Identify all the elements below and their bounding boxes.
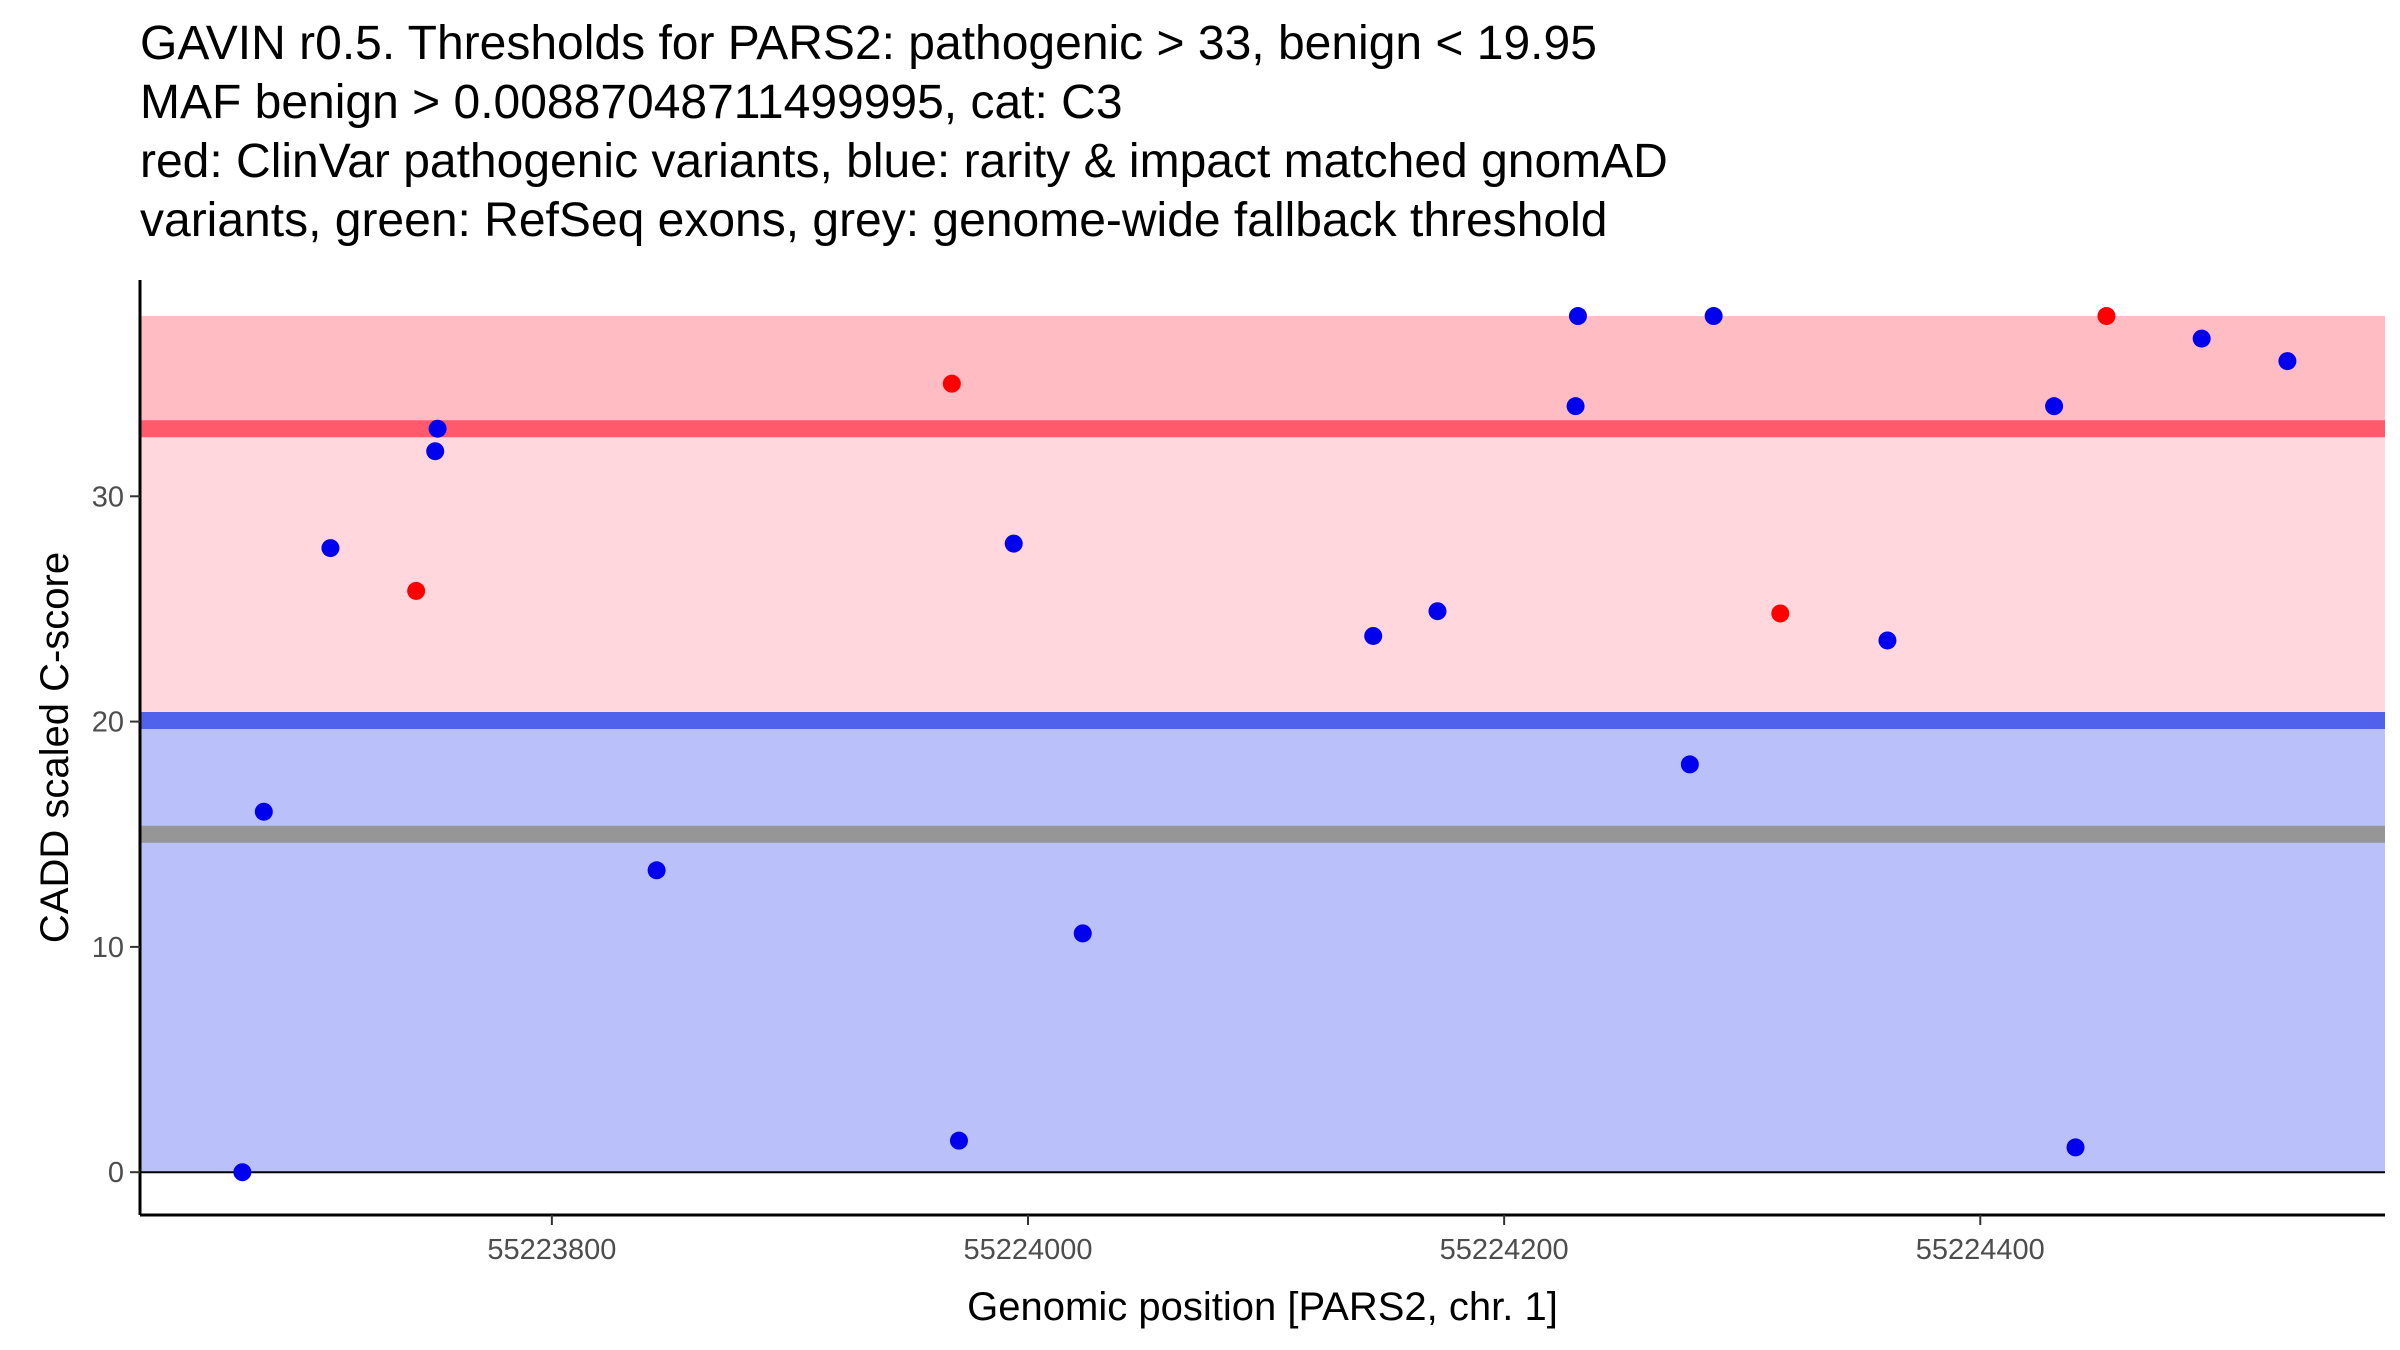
benign-band (140, 722, 2385, 1173)
gnomad-point-3 (426, 442, 445, 461)
y-tick-label: 20 (92, 707, 124, 739)
gnomad-point-16 (2045, 397, 2064, 416)
gnomad-point-14 (1704, 307, 1723, 326)
gnomad-point-2 (321, 539, 340, 558)
gnomad-point-11 (1566, 397, 1585, 416)
points-layer (233, 307, 2297, 1182)
gnomad-point-18 (2192, 329, 2211, 348)
title-line-3: red: ClinVar pathogenic variants, blue: … (140, 135, 1668, 188)
y-tick-label: 30 (92, 481, 124, 513)
gnomad-point-0 (233, 1163, 252, 1182)
clinvar-point-1 (942, 374, 961, 393)
clinvar-point-0 (407, 581, 426, 600)
chart-title: GAVIN r0.5. Thresholds for PARS2: pathog… (140, 14, 1668, 250)
gnomad-point-9 (1364, 626, 1383, 645)
y-ticks: 0 10 20 30 (92, 481, 140, 1189)
pathogenic-upper-band (140, 316, 2385, 429)
title-line-1: GAVIN r0.5. Thresholds for PARS2: pathog… (140, 17, 1597, 70)
gnomad-point-7 (1004, 534, 1023, 553)
x-tick-label: 55224400 (1916, 1234, 2045, 1266)
gnomad-point-17 (2066, 1138, 2085, 1157)
gnomad-point-6 (949, 1131, 968, 1150)
title-line-4: variants, green: RefSeq exons, grey: gen… (140, 194, 1608, 247)
gnomad-point-5 (647, 861, 666, 880)
clinvar-point-2 (1771, 604, 1790, 623)
x-tick-label: 55223800 (487, 1234, 616, 1266)
threshold-lines-layer (140, 420, 2385, 843)
gnomad-point-10 (1428, 602, 1447, 621)
x-tick-label: 55224000 (963, 1234, 1092, 1266)
y-tick-label: 0 (108, 1157, 124, 1189)
bands-layer (140, 316, 2385, 1173)
x-axis-title: Genomic position [PARS2, chr. 1] (967, 1285, 1558, 1329)
axes-layer (138, 280, 2385, 1217)
clinvar-point-3 (2097, 307, 2116, 326)
gnomad-point-15 (1878, 631, 1897, 650)
y-tick-label: 10 (92, 932, 124, 964)
gnomad-point-4 (428, 419, 447, 438)
gnomad-point-8 (1073, 924, 1092, 943)
y-axis-title: CADD scaled C-score (33, 552, 77, 943)
gnomad-point-12 (1568, 307, 1587, 326)
gnomad-point-19 (2278, 352, 2297, 371)
x-tick-label: 55224200 (1440, 1234, 1569, 1266)
title-line-2: MAF benign > 0.00887048711499995, cat: C… (140, 76, 1123, 129)
pathogenic-lower-band (140, 428, 2385, 723)
gnomad-point-13 (1680, 755, 1699, 774)
x-ticks: 55223800 55224000 55224200 55224400 (487, 1215, 2045, 1266)
gnomad-point-1 (254, 802, 273, 821)
